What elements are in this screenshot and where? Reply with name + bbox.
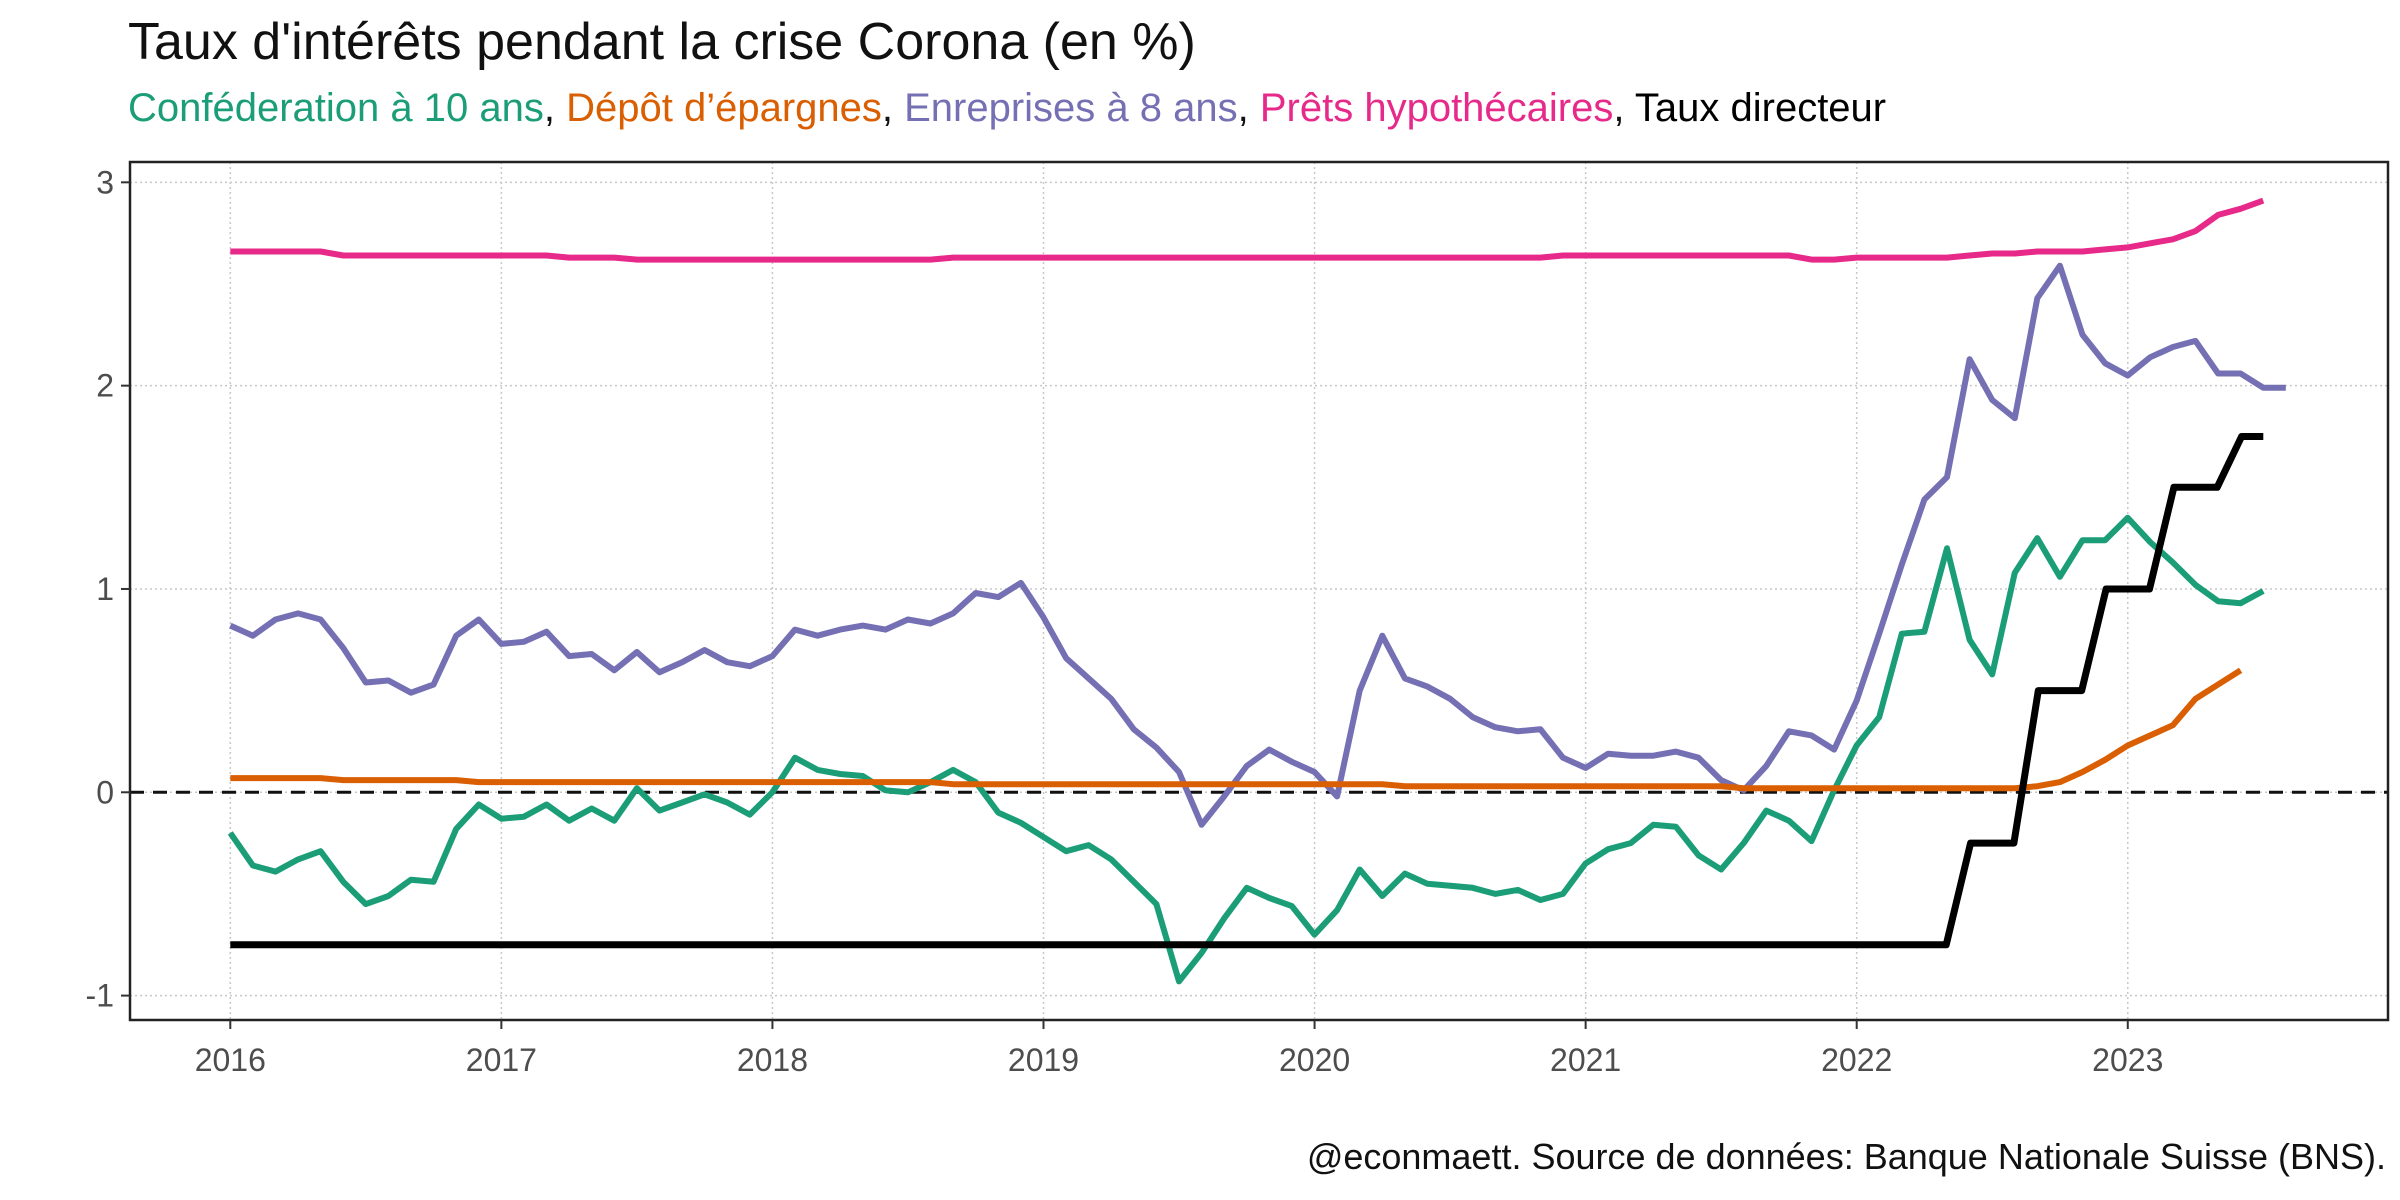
series-line-taux-directeur xyxy=(230,433,2264,949)
x-tick-label: 2016 xyxy=(195,1042,266,1078)
plot-panel-border xyxy=(128,160,2390,1022)
legend-separator: , xyxy=(881,86,905,130)
series-line-depot-d-epargnes xyxy=(230,667,2243,792)
x-tick-label: 2019 xyxy=(1008,1042,1079,1078)
y-tick-label: 2 xyxy=(96,368,114,404)
y-tick-label: 3 xyxy=(96,164,114,200)
legend-separator: , xyxy=(1613,86,1635,130)
legend-entry-taux-directeur: Taux directeur xyxy=(1634,86,1887,130)
y-tick-label: -1 xyxy=(86,978,114,1014)
x-tick-label: 2021 xyxy=(1550,1042,1621,1078)
series-line-enreprises-a-8-ans xyxy=(229,262,2286,828)
source-caption: @econmaett. Source de données: Banque Na… xyxy=(1306,1136,2386,1177)
y-tick-label: 1 xyxy=(96,571,114,607)
series-lines xyxy=(227,197,2286,985)
y-tick-label: 0 xyxy=(96,774,114,810)
x-tick-label: 2020 xyxy=(1279,1042,1350,1078)
series-line-confederation-a-10-ans xyxy=(227,514,2265,985)
axes: 2016 2017 2018 2019 2020 2021 2022 2023 -1 0 1 2 3 xyxy=(86,164,2164,1078)
legend-entry-depot: Dépôt d’épargnes xyxy=(566,86,882,130)
x-tick-label: 2022 xyxy=(1821,1042,1892,1078)
x-tick-label: 2018 xyxy=(737,1042,808,1078)
series-line-prets-hypothecaires xyxy=(230,197,2265,263)
legend-entry-confederation: Conféderation à 10 ans xyxy=(128,86,544,130)
legend-separator: , xyxy=(1237,86,1260,130)
legend-entry-entreprises: Enreprises à 8 ans xyxy=(904,86,1238,130)
chart-subtitle-legend: Conféderation à 10 ans, Dépôt d’épargnes… xyxy=(128,86,1886,131)
legend-entry-prets: Prêts hypothécaires xyxy=(1259,86,1614,130)
x-tick-label: 2017 xyxy=(466,1042,537,1078)
x-tick-label: 2023 xyxy=(2092,1042,2163,1078)
legend-separator: , xyxy=(543,86,567,130)
chart-title: Taux d'intérêts pendant la crise Corona … xyxy=(128,13,1196,71)
